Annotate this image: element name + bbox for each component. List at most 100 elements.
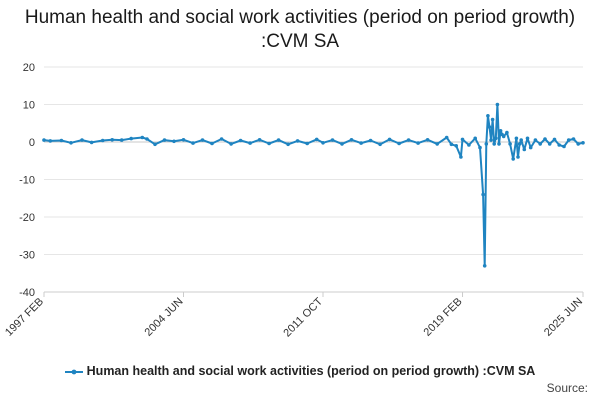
y-tick-label: -20 <box>19 212 35 224</box>
data-point <box>489 138 493 142</box>
data-point <box>481 192 485 197</box>
data-point <box>516 155 520 159</box>
data-point <box>200 138 205 142</box>
data-point <box>359 141 363 145</box>
source-label: Source: <box>546 381 588 395</box>
data-point <box>571 137 576 141</box>
data-point <box>119 138 124 142</box>
data-point <box>110 138 114 142</box>
data-point <box>378 142 382 147</box>
data-point <box>145 137 149 141</box>
data-point <box>494 136 498 141</box>
data-point <box>59 138 64 143</box>
data-point <box>172 139 176 144</box>
data-point <box>547 142 552 146</box>
data-point <box>100 138 105 143</box>
data-point <box>486 114 490 118</box>
legend-label: Human health and social work activities … <box>86 364 536 378</box>
data-point <box>581 141 585 145</box>
x-tick-label: 2025 JUN <box>542 296 585 339</box>
data-point <box>397 141 401 146</box>
data-point <box>48 139 53 143</box>
chart-title: Human health and social work activities … <box>24 7 576 52</box>
x-tick-label: 2004 JUN <box>143 296 186 339</box>
data-point <box>501 134 506 139</box>
data-point <box>505 130 509 135</box>
data-point <box>330 138 335 142</box>
data-point <box>89 140 94 145</box>
data-point <box>467 143 471 147</box>
y-tick-label: -40 <box>19 287 35 299</box>
data-point <box>517 142 522 146</box>
data-point <box>276 138 281 142</box>
data-point <box>482 264 487 268</box>
data-point <box>406 138 411 142</box>
data-point <box>140 135 145 140</box>
data-point <box>538 142 542 146</box>
data-point <box>267 141 271 146</box>
y-tick-label: -10 <box>19 175 35 187</box>
data-point <box>562 144 566 149</box>
data-point <box>497 142 501 146</box>
data-point <box>522 147 527 152</box>
data-point <box>487 125 492 129</box>
data-point <box>519 138 523 142</box>
data-point <box>435 142 440 146</box>
x-tick-label: 1997 FEB <box>3 296 46 339</box>
series-layer <box>42 102 585 268</box>
data-point <box>459 155 463 159</box>
data-point <box>495 102 500 107</box>
data-point <box>484 142 489 146</box>
legend-line-marker-icon <box>64 369 83 375</box>
data-point <box>80 138 84 142</box>
y-tick-label: 20 <box>23 62 35 74</box>
data-point <box>449 142 454 147</box>
data-point <box>153 142 157 147</box>
data-point <box>219 137 224 141</box>
data-point <box>314 137 319 142</box>
data-point <box>286 142 290 147</box>
data-point <box>525 136 530 141</box>
y-tick-label: 0 <box>29 137 35 149</box>
data-point <box>460 137 465 142</box>
x-tick-label: 2019 FEB <box>422 296 465 339</box>
data-point <box>552 137 557 142</box>
data-point <box>191 141 195 145</box>
data-point <box>478 145 482 150</box>
data-point <box>508 142 512 146</box>
data-point <box>543 137 547 141</box>
data-point <box>566 138 571 142</box>
y-tick-label: -30 <box>19 250 35 262</box>
data-point <box>257 138 262 142</box>
y-axis: 20 10 0 -10 -20 -30 -40 <box>19 62 35 299</box>
data-point <box>498 129 503 133</box>
data-point <box>533 138 538 142</box>
data-point <box>229 142 233 146</box>
data-point <box>528 145 533 150</box>
data-point <box>340 142 344 146</box>
legend: Human health and social work activities … <box>0 364 600 378</box>
data-point <box>514 136 519 141</box>
data-point <box>210 141 214 146</box>
data-point <box>368 138 373 143</box>
data-point <box>425 138 430 142</box>
data-point <box>248 141 252 145</box>
data-point <box>129 136 133 141</box>
data-point <box>416 141 420 145</box>
data-point <box>349 138 354 142</box>
data-point <box>295 139 300 143</box>
data-point <box>511 157 515 161</box>
data-point <box>387 137 392 142</box>
data-point <box>181 138 186 142</box>
data-point <box>321 141 325 145</box>
data-point <box>162 138 167 142</box>
data-point <box>454 144 459 148</box>
x-axis: 1997 FEB 2004 JUN 2011 OCT 2019 FEB 2025 JUN <box>3 291 585 339</box>
data-point <box>42 138 46 142</box>
y-tick-label: 10 <box>23 100 35 112</box>
data-point <box>490 117 495 122</box>
data-point <box>444 135 449 140</box>
data-point <box>557 143 561 147</box>
data-point <box>305 141 310 146</box>
